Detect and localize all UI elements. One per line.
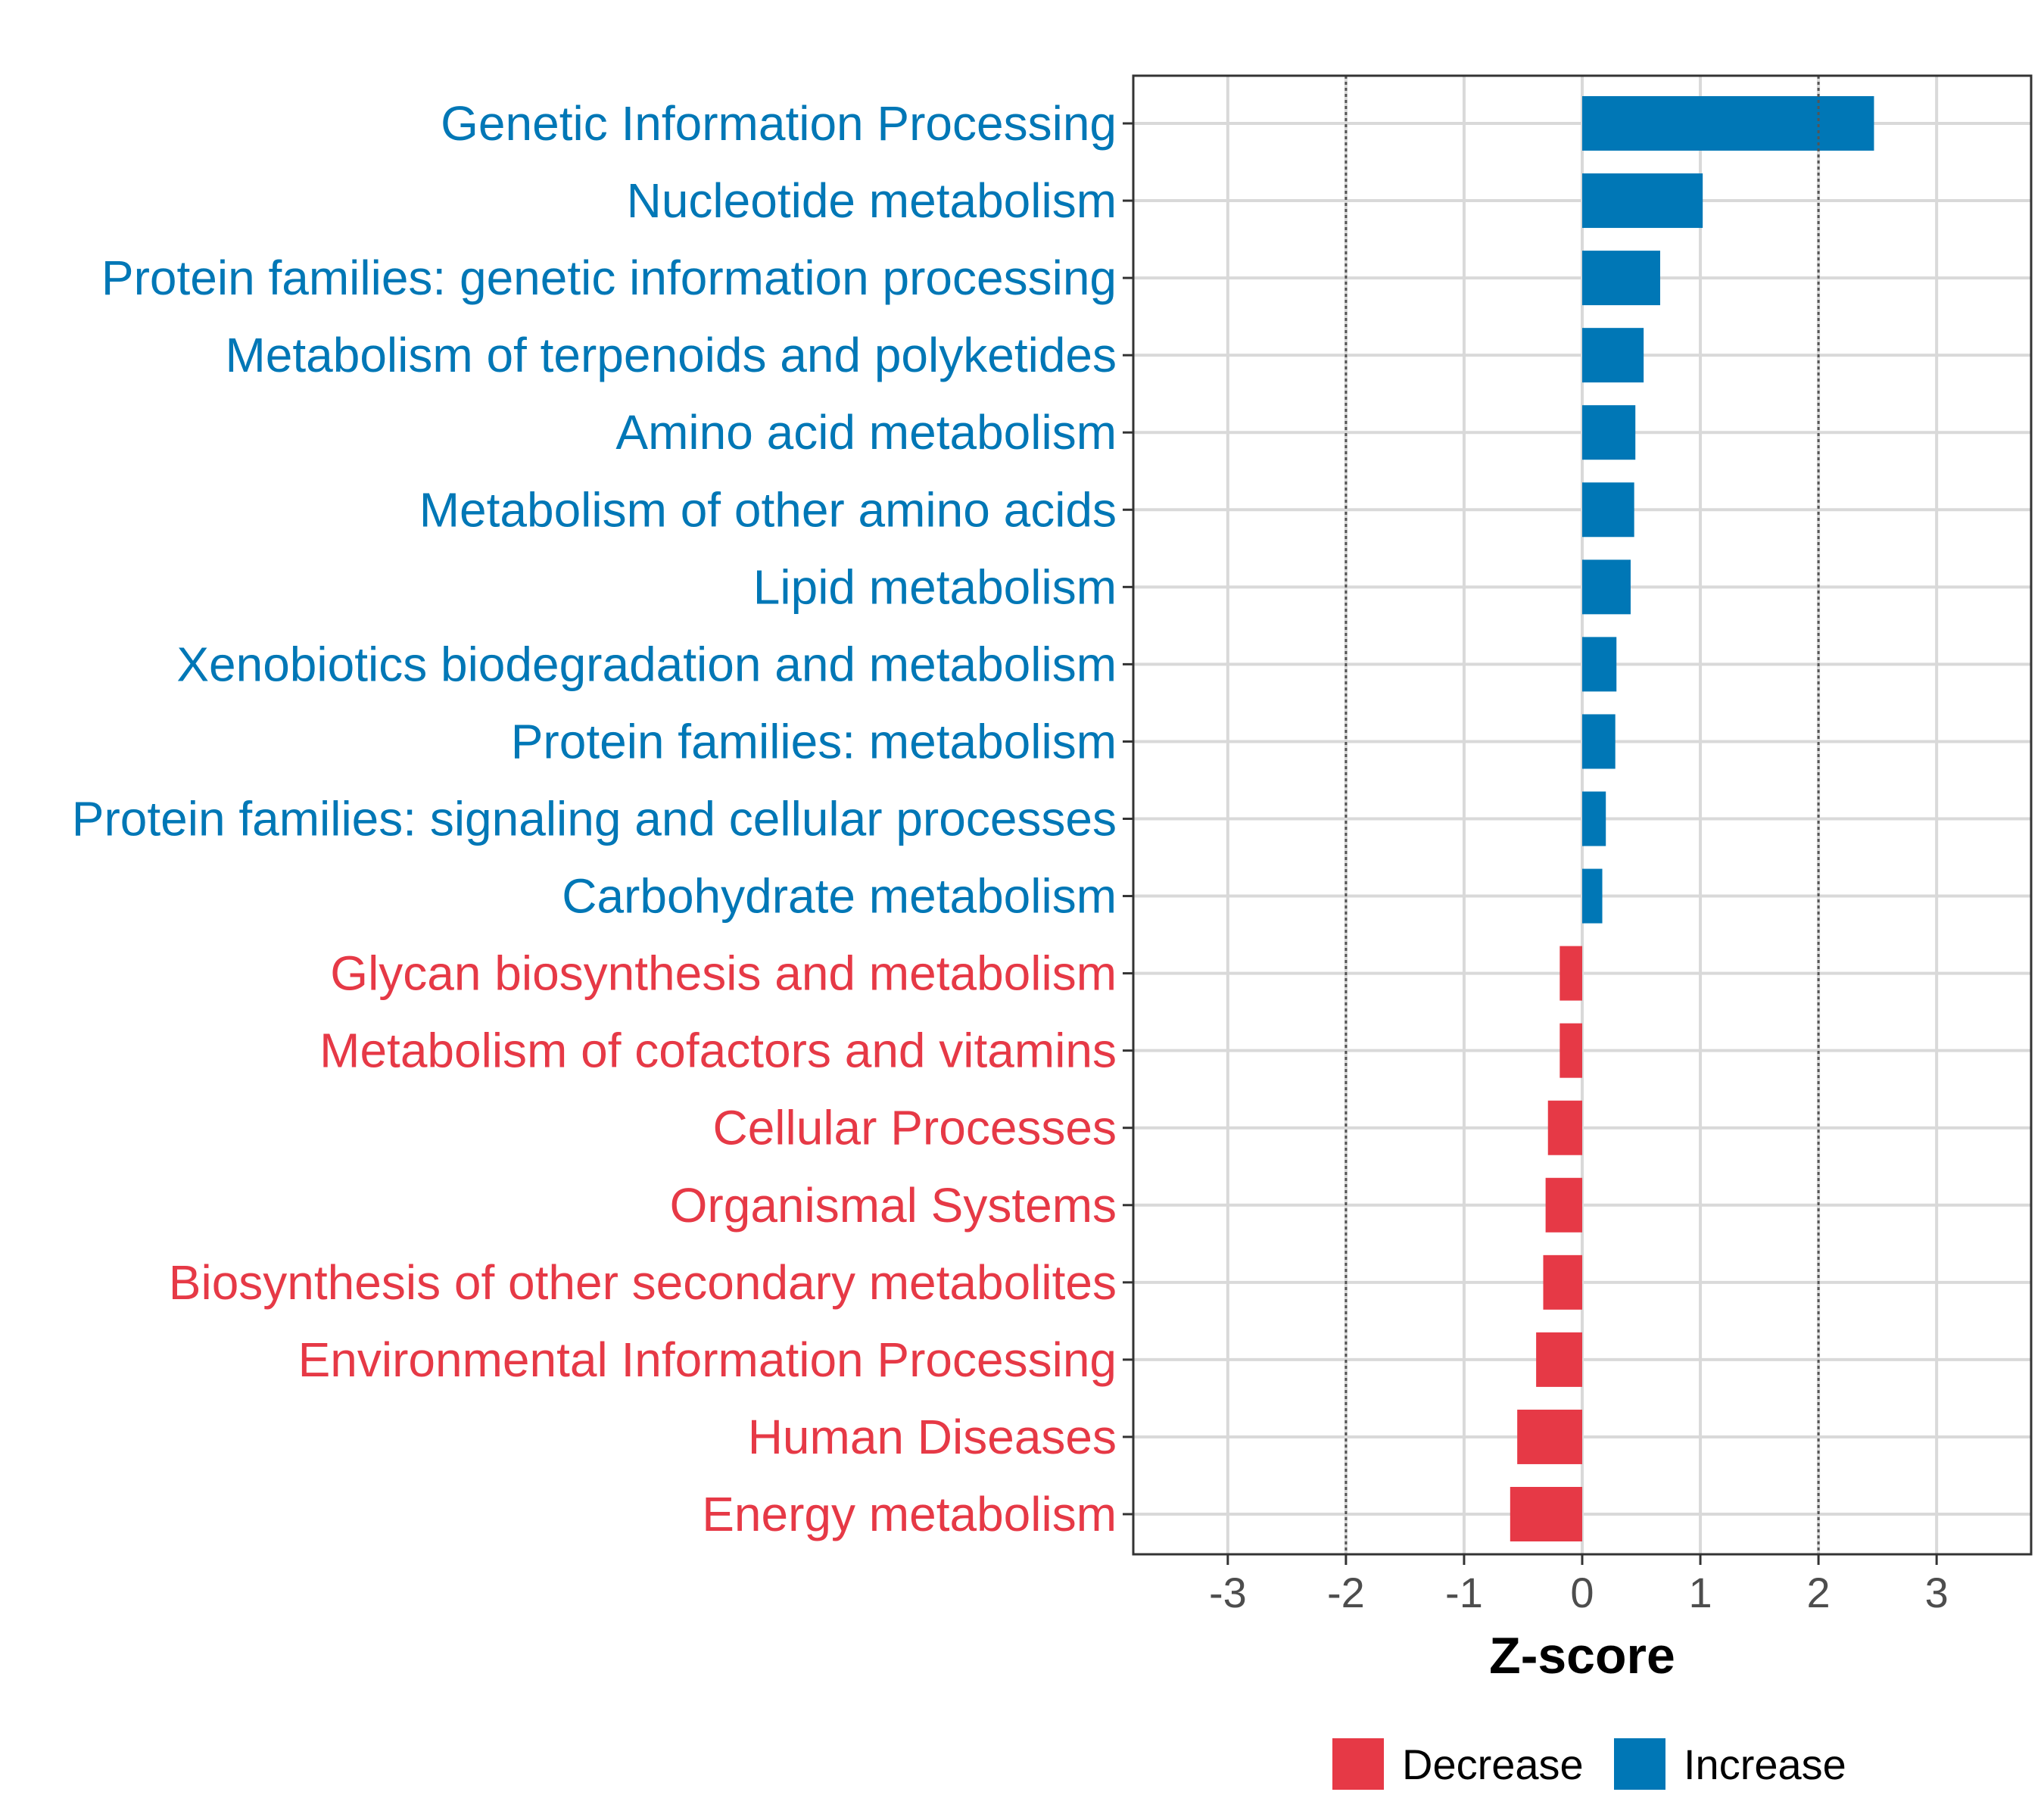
category-label: Metabolism of cofactors and vitamins xyxy=(319,1024,1117,1078)
legend: Decrease Increase xyxy=(1332,1738,1846,1790)
x-tick-label: -1 xyxy=(1445,1569,1483,1616)
bars xyxy=(1510,96,1874,1541)
category-label: Metabolism of terpenoids and polyketides xyxy=(225,328,1117,382)
threshold-lines xyxy=(1344,76,1820,1554)
category-label: Nucleotide metabolism xyxy=(627,173,1117,228)
category-label: Energy metabolism xyxy=(702,1487,1117,1541)
bar xyxy=(1543,1254,1582,1310)
bar xyxy=(1510,1487,1582,1541)
x-tick-label: -3 xyxy=(1209,1569,1247,1616)
bar xyxy=(1582,96,1874,151)
legend-swatch-increase xyxy=(1614,1738,1665,1790)
category-label: Glycan biosynthesis and metabolism xyxy=(330,946,1117,1001)
category-label: Biosynthesis of other secondary metaboli… xyxy=(169,1255,1117,1310)
bar xyxy=(1547,1100,1582,1155)
category-labels: Genetic Information Processing Nucleotide… xyxy=(72,96,1117,1541)
category-label: Environmental Information Processing xyxy=(298,1332,1117,1387)
category-label: Human Diseases xyxy=(748,1410,1117,1464)
bar xyxy=(1536,1332,1582,1387)
bar xyxy=(1582,482,1634,538)
category-label: Xenobiotics biodegradation and metabolis… xyxy=(176,637,1117,691)
category-label: Lipid metabolism xyxy=(753,559,1117,614)
bar xyxy=(1582,868,1603,924)
category-label: Organismal Systems xyxy=(670,1178,1117,1233)
bar xyxy=(1559,946,1582,1001)
bar xyxy=(1582,559,1631,615)
bar xyxy=(1582,328,1644,383)
bar xyxy=(1582,173,1703,229)
bar xyxy=(1582,405,1636,460)
legend-swatch-decrease xyxy=(1332,1738,1384,1790)
x-axis-ticks: -3 -2 -1 0 1 2 3 xyxy=(1209,1554,1949,1616)
category-label: Amino acid metabolism xyxy=(615,405,1117,460)
bar xyxy=(1582,637,1617,692)
bar xyxy=(1582,251,1660,306)
category-label: Genetic Information Processing xyxy=(441,96,1117,151)
bar xyxy=(1517,1409,1582,1464)
bar xyxy=(1545,1177,1582,1233)
category-label: Protein families: signaling and cellular… xyxy=(72,792,1117,846)
category-label: Protein families: genetic information pr… xyxy=(101,251,1117,305)
legend-label-decrease: Decrease xyxy=(1402,1741,1584,1788)
x-tick-label: 3 xyxy=(1925,1569,1949,1616)
category-label: Protein families: metabolism xyxy=(511,714,1117,768)
x-tick-label: -2 xyxy=(1327,1569,1365,1616)
category-label: Metabolism of other amino acids xyxy=(419,482,1117,537)
x-tick-label: 2 xyxy=(1807,1569,1831,1616)
bar xyxy=(1582,714,1616,769)
category-label: Cellular Processes xyxy=(712,1101,1117,1155)
bar xyxy=(1559,1023,1582,1078)
x-tick-label: 0 xyxy=(1570,1569,1594,1616)
bar xyxy=(1582,791,1606,846)
legend-label-increase: Increase xyxy=(1684,1741,1846,1788)
x-axis-title: Z-score xyxy=(1489,1627,1675,1685)
category-label: Carbohydrate metabolism xyxy=(562,869,1117,924)
y-axis-ticks xyxy=(1123,122,1133,1516)
x-tick-label: 1 xyxy=(1688,1569,1712,1616)
